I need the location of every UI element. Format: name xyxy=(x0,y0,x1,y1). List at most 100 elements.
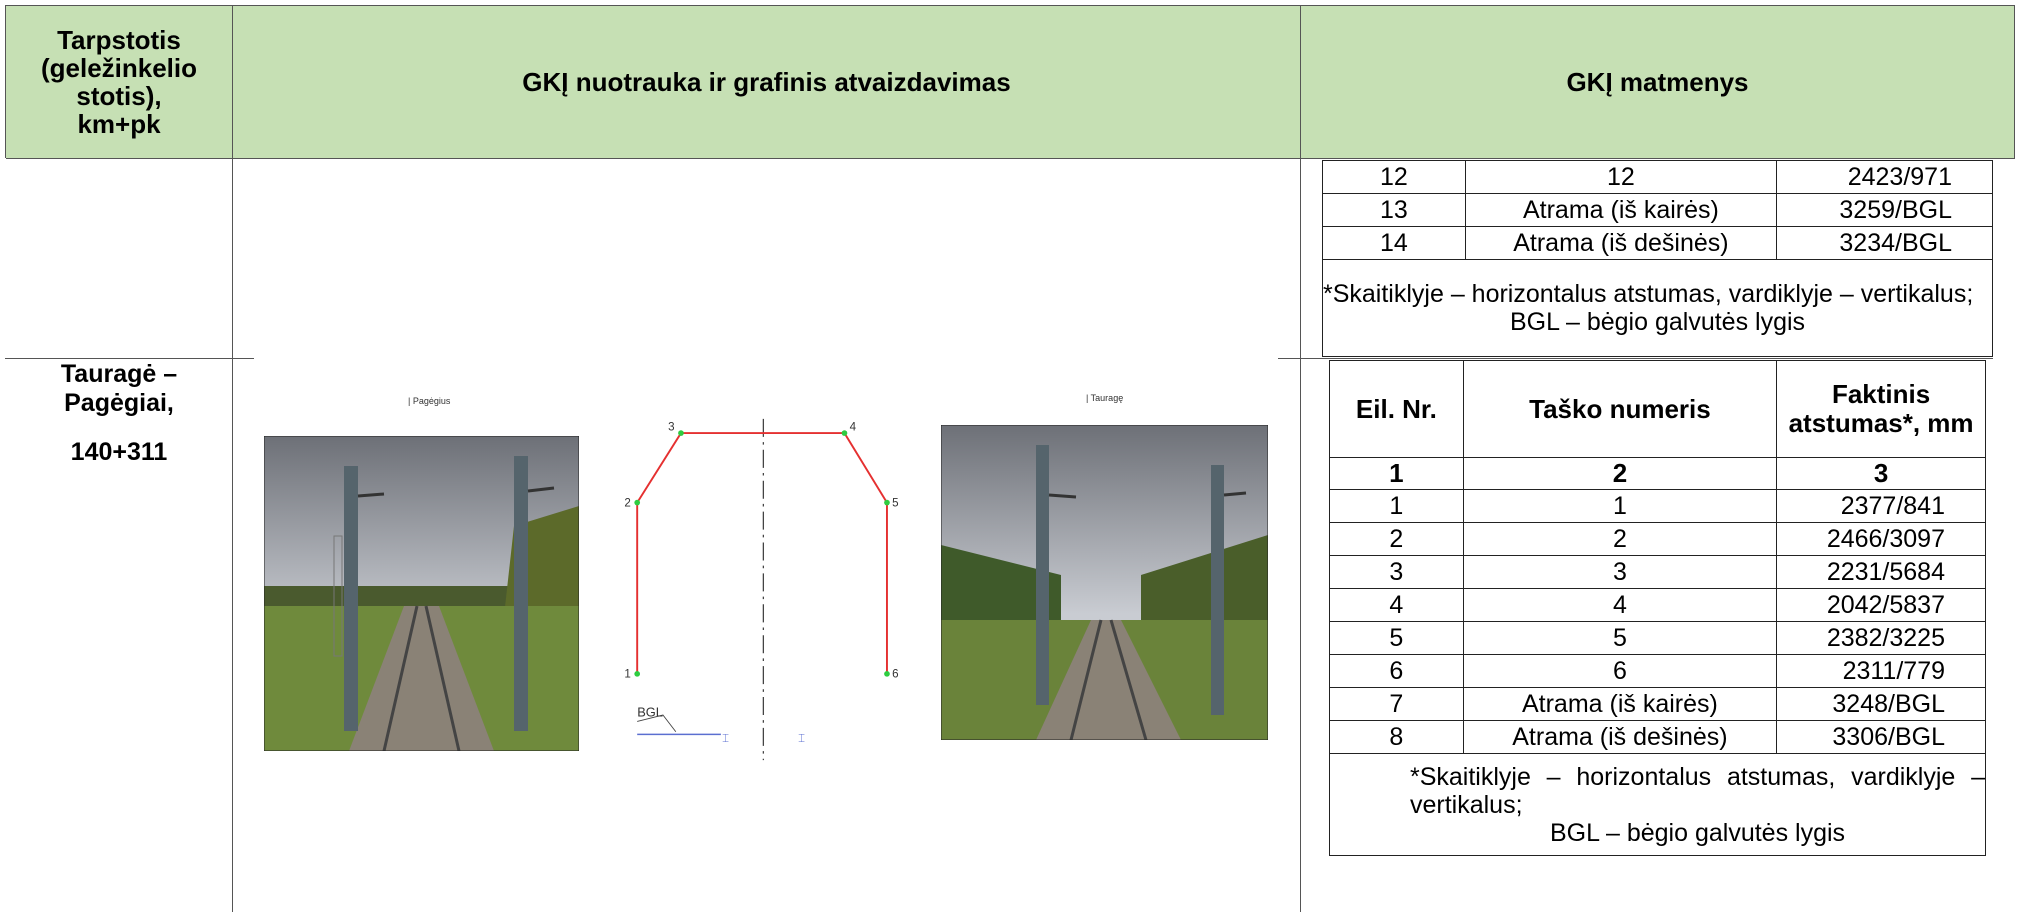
header-row: Eil. Nr. Taško numeris Faktinis atstumas*,… xyxy=(1329,360,1986,458)
row: 12 12 2423/971 xyxy=(1322,160,1993,194)
cell: 2466/3097 xyxy=(1776,522,1986,556)
point-label: 6 xyxy=(892,669,898,681)
cell: 5 xyxy=(1329,621,1464,655)
cell: 12 xyxy=(1464,160,1778,194)
border xyxy=(1300,158,1301,912)
cell: Atrama (iš dešinės) xyxy=(1464,226,1778,260)
point xyxy=(678,430,684,436)
cell: 7 xyxy=(1329,687,1464,721)
leader xyxy=(637,714,677,733)
note-line: *Skaitiklyje – horizontalus atstumas, va… xyxy=(1323,280,1974,308)
point-label: 2 xyxy=(624,497,630,509)
point-label: 1 xyxy=(624,669,630,681)
border xyxy=(1278,358,1993,359)
rail-mark: ⌶ xyxy=(722,733,729,745)
cell: Atrama (iš kairės) xyxy=(1462,687,1778,721)
cell: 2311/779 xyxy=(1776,654,1986,688)
points: 1 2 3 4 5 6 xyxy=(624,421,898,680)
cell: 2231/5684 xyxy=(1776,555,1986,589)
cell: 2042/5837 xyxy=(1776,588,1986,622)
point xyxy=(841,430,848,436)
level-label: BGL xyxy=(637,704,663,719)
column-header: Eil. Nr. xyxy=(1329,360,1464,458)
point xyxy=(634,670,641,677)
measure-table: Eil. Nr. Taško numeris Faktinis atstumas*,… xyxy=(1329,360,1986,856)
point xyxy=(884,499,890,506)
note-line: BGL – bėgio galvutės lygis xyxy=(1509,308,1806,336)
note: *Skaitiklyje – horizontalus atstumas, va… xyxy=(1329,753,1986,856)
header-station: Tarpstotis (geležinkelio stotis), km+pk xyxy=(5,5,233,159)
cell: 2377/841 xyxy=(1776,489,1986,523)
cell: 4 xyxy=(1329,588,1464,622)
cell: Atrama (iš dešinės) xyxy=(1462,720,1778,754)
border xyxy=(5,158,6,912)
point-label: 3 xyxy=(668,421,674,433)
cell: 6 xyxy=(1462,654,1778,688)
point xyxy=(634,499,641,506)
header-line: (geležinkelio xyxy=(40,53,198,83)
photo-caption: | Tauragę xyxy=(1086,393,1124,403)
station-km: 140+311 xyxy=(70,438,168,466)
cell: 2423/971 xyxy=(1776,160,1993,194)
header-line: km+pk xyxy=(77,109,161,139)
cell: 14 xyxy=(1322,226,1466,260)
row: 6 6 2311/779 xyxy=(1329,654,1986,688)
header-photo: GKĮ nuotrauka ir grafinis atvaizdavimas xyxy=(232,5,1301,159)
cell: 2 xyxy=(1329,522,1464,556)
row: 14 Atrama (iš dešinės) 3234/BGL xyxy=(1322,226,1993,260)
cell: 12 xyxy=(1322,160,1466,194)
cell: 1 xyxy=(1462,489,1778,523)
column-number: 1 xyxy=(1329,457,1464,490)
station-cell: Tauragė – Pagėgiai, 140+311 xyxy=(5,360,233,467)
note-line: *Skaitiklyje – horizontalus atstumas, va… xyxy=(1410,762,1985,819)
photo-left xyxy=(264,436,579,751)
cell: 8 xyxy=(1329,720,1464,754)
cell: 3234/BGL xyxy=(1776,226,1993,260)
cell: 2 xyxy=(1462,522,1778,556)
photo-caption: | Pagėgius xyxy=(408,396,451,406)
row: 13 Atrama (iš kairės) 3259/BGL xyxy=(1322,193,1993,227)
column-header: Taško numeris xyxy=(1462,360,1778,458)
rail-mark: ⌶ xyxy=(798,733,805,745)
cell: Atrama (iš kairės) xyxy=(1464,193,1778,227)
station-line: Tauragė – xyxy=(60,360,178,388)
border xyxy=(232,158,233,912)
border xyxy=(5,358,254,359)
cell: 3259/BGL xyxy=(1776,193,1993,227)
cell: 1 xyxy=(1329,489,1464,523)
cell: 3248/BGL xyxy=(1776,687,1986,721)
station-line: Pagėgiai, xyxy=(64,389,174,417)
clearance-diagram: ⌶ ⌶ BGL 1 2 3 4 5 6 xyxy=(624,418,899,761)
note-row: *Skaitiklyje – horizontalus atstumas, va… xyxy=(1329,753,1986,856)
column-number: 2 xyxy=(1462,457,1778,490)
cell: 2382/3225 xyxy=(1776,621,1986,655)
cell: 3306/BGL xyxy=(1776,720,1986,754)
cell: 6 xyxy=(1329,654,1464,688)
top-table: 12 12 2423/971 13 Atrama (iš kairės) 3259/BGL… xyxy=(1322,160,1993,357)
station-lines: Tauragė – Pagėgiai, xyxy=(5,360,233,418)
clearance-outline xyxy=(636,432,888,674)
point-label: 4 xyxy=(850,421,857,433)
column-number: 3 xyxy=(1776,457,1986,490)
row: 5 5 2382/3225 xyxy=(1329,621,1986,655)
cell: 13 xyxy=(1322,193,1466,227)
photo-right xyxy=(941,425,1268,740)
note-line: BGL – bėgio galvutės lygis xyxy=(1549,818,1846,847)
cell: 4 xyxy=(1462,588,1778,622)
header-line: Tarpstotis xyxy=(57,25,181,55)
row: 2 2 2466/3097 xyxy=(1329,522,1986,556)
cell: 3 xyxy=(1462,555,1778,589)
cell: 3 xyxy=(1329,555,1464,589)
note: *Skaitiklyje – horizontalus atstumas, va… xyxy=(1322,259,1993,357)
header-dimensions: GKĮ matmenys xyxy=(1300,5,2015,159)
row: 8 Atrama (iš dešinės) 3306/BGL xyxy=(1329,720,1986,754)
row: 4 4 2042/5837 xyxy=(1329,588,1986,622)
header-line: stotis), xyxy=(76,81,162,111)
point xyxy=(884,670,890,677)
point-label: 5 xyxy=(892,497,898,509)
note-row: *Skaitiklyje – horizontalus atstumas, va… xyxy=(1322,259,1993,357)
column-header: Faktinis atstumas*, mm xyxy=(1776,360,1986,458)
cell: 5 xyxy=(1462,621,1778,655)
